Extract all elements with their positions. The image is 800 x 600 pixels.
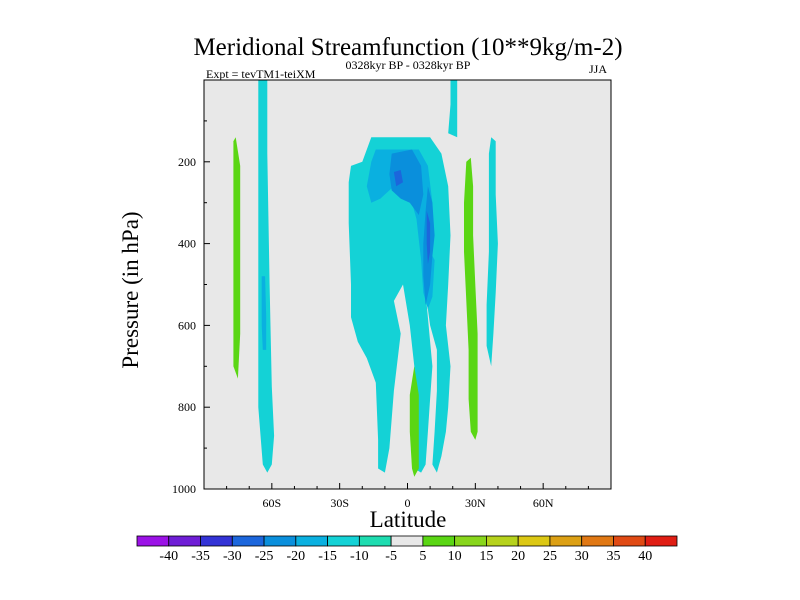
contour-region-12 — [486, 137, 498, 367]
colorbar-label-7: -5 — [385, 549, 397, 564]
colorbar-box-16 — [644, 535, 678, 547]
contour-region-10 — [464, 157, 478, 440]
colorbar-label-15: 40 — [638, 549, 652, 564]
colorbar-box-0 — [136, 535, 170, 547]
y-tick-label-2: 600 — [178, 318, 196, 332]
colorbar-box-3 — [231, 535, 265, 547]
y-tick-label-0: 200 — [178, 155, 196, 169]
x-axis-label: Latitude — [370, 507, 447, 532]
y-axis-ticks: 200 400 600 800 1000 — [172, 120, 210, 496]
colorbar-label-3: -25 — [255, 549, 274, 564]
x-tick-label-1: 30S — [330, 496, 349, 510]
x-axis-ticks: 60S 30S 0 30N 60N — [226, 483, 589, 510]
subtitle-center: 0328kyr BP - 0328kyr BP — [346, 58, 471, 72]
colorbar-label-12: 25 — [543, 549, 557, 564]
y-axis-label: Pressure (in hPa) — [118, 211, 143, 368]
contour-region-0 — [233, 137, 241, 379]
colorbar-box-4 — [263, 535, 297, 547]
colorbar-box-13 — [549, 535, 583, 547]
contour-region-1 — [258, 80, 275, 473]
colorbar-box-1 — [168, 535, 201, 547]
subtitle-right: JJA — [589, 62, 607, 76]
x-tick-label-0: 60S — [262, 496, 281, 510]
colorbar-box-14 — [581, 535, 614, 547]
subtitle-left: Expt = tevTM1-teiXM — [206, 67, 316, 81]
colorbar-label-14: 35 — [606, 549, 620, 564]
colorbar-box-6 — [327, 535, 360, 547]
contour-regions — [233, 80, 498, 477]
colorbar-box-11 — [486, 535, 519, 547]
colorbar-box-15 — [613, 535, 646, 547]
colorbar: -40 -35 -30 -25 -20 -15 -10 -5 5 10 15 20 25 30 35 40 — [136, 535, 678, 564]
contour-region-9 — [448, 80, 458, 138]
contour-region-2 — [261, 276, 267, 350]
colorbar-label-1: -35 — [191, 549, 210, 564]
colorbar-box-10 — [454, 535, 487, 547]
contour-region-11 — [409, 366, 419, 477]
colorbar-label-5: -15 — [318, 549, 337, 564]
colorbar-label-13: 30 — [575, 549, 589, 564]
colorbar-box-12 — [517, 535, 551, 547]
colorbar-label-6: -10 — [350, 549, 369, 564]
contour-region-8 — [426, 210, 431, 265]
colorbar-box-2 — [200, 535, 233, 547]
chart-title: Meridional Streamfunction (10**9kg/m-2) — [193, 34, 622, 61]
y-tick-label-3: 800 — [178, 400, 196, 414]
colorbar-box-5 — [295, 535, 328, 547]
contour-region-6 — [393, 170, 403, 187]
colorbar-label-0: -40 — [159, 549, 178, 564]
colorbar-label-9: 10 — [448, 549, 462, 564]
y-tick-label-4: 1000 — [172, 482, 196, 496]
colorbar-label-2: -30 — [223, 549, 242, 564]
colorbar-label-8: 5 — [419, 549, 426, 564]
colorbar-label-10: 15 — [479, 549, 493, 564]
plot-area — [203, 79, 612, 490]
colorbar-label-11: 20 — [511, 549, 525, 564]
x-tick-label-3: 30N — [465, 496, 486, 510]
x-tick-label-4: 60N — [533, 496, 554, 510]
colorbar-box-9 — [422, 535, 456, 547]
x-tick-label-2: 0 — [405, 496, 411, 510]
y-tick-label-1: 400 — [178, 237, 196, 251]
contour-region-5 — [389, 149, 424, 215]
colorbar-label-4: -20 — [286, 549, 305, 564]
colorbar-box-8 — [390, 535, 424, 547]
colorbar-box-7 — [358, 535, 392, 547]
